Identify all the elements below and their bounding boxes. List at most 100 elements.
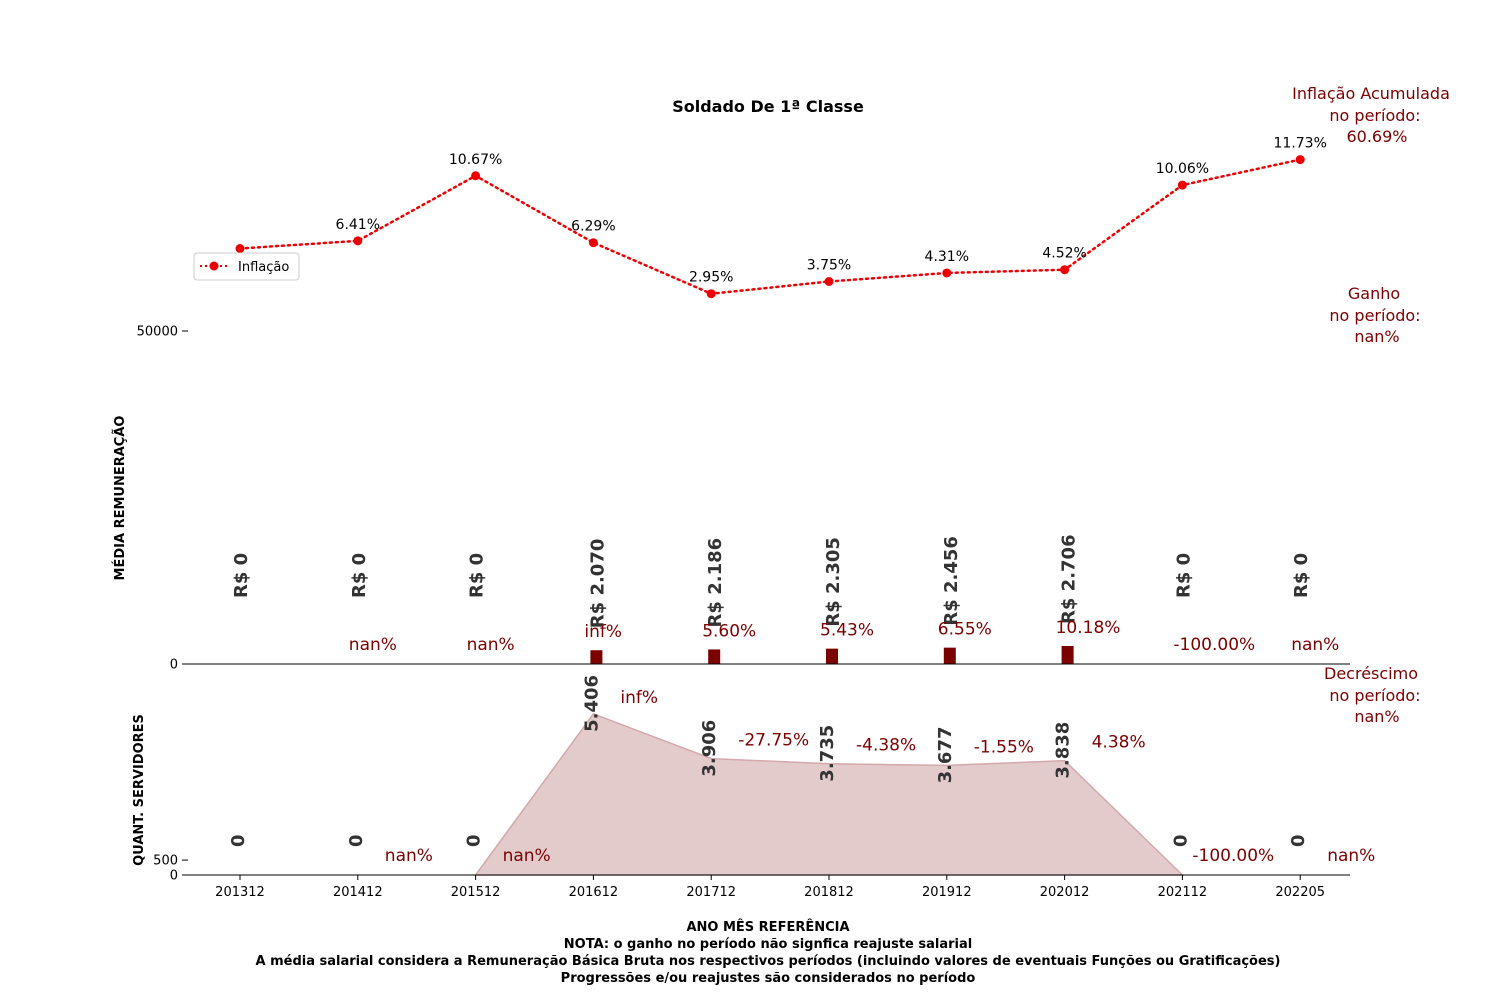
salary-change-label: nan% <box>467 635 515 655</box>
x-tick-label: 201412 <box>333 885 383 900</box>
side-note-decrease-line-3: nan% <box>1354 707 1399 726</box>
staff-value-label: 5.406 <box>581 675 602 732</box>
salary-value-label: R$ 0 <box>1291 553 1312 598</box>
staff-change-label: inf% <box>620 688 658 708</box>
inflation-point <box>353 236 363 246</box>
salary-bar <box>590 650 603 664</box>
inflation-data-label: 4.31% <box>925 249 969 265</box>
x-tick-label: 201612 <box>569 885 619 900</box>
x-tick-label: 201512 <box>451 885 501 900</box>
salary-bar <box>708 649 721 664</box>
staff-change-label: 4.38% <box>1092 733 1146 753</box>
chart-title: Soldado De 1ª Classe <box>672 97 864 116</box>
side-note-inflation: Inflação Acumulada no período: 60.69% <box>1292 84 1450 146</box>
inflation-data-label: 10.67% <box>449 152 502 168</box>
staff-y-axis-label: QUANT. SERVIDORES <box>132 714 147 866</box>
legend-label: Inflação <box>238 260 289 275</box>
inflation-data-label: 10.06% <box>1156 161 1209 177</box>
staff-value-label: 0 <box>228 834 249 847</box>
inflation-point <box>588 238 598 248</box>
staff-y-tick-label: 500 <box>153 854 178 869</box>
salary-change-label: nan% <box>349 635 397 655</box>
staff-value-label: 3.677 <box>935 726 956 783</box>
salary-value-label: R$ 2.456 <box>941 536 962 626</box>
legend-box <box>193 252 300 281</box>
side-note-inflation-line-1: Inflação Acumulada <box>1292 84 1450 103</box>
salary-change-label: 5.43% <box>820 621 874 641</box>
inflation-point <box>824 277 834 286</box>
salary-bar <box>943 647 956 664</box>
x-tick-label: 201912 <box>922 885 972 900</box>
note-line-1: NOTA: o ganho no período não signfica re… <box>564 937 972 952</box>
inflation-point <box>706 289 716 299</box>
staff-value-label: 3.838 <box>1053 722 1074 779</box>
inflation-point <box>942 268 952 278</box>
salary-change-label: 5.60% <box>702 621 756 641</box>
salary-bar <box>1061 645 1074 664</box>
salary-value-label: R$ 2.070 <box>587 539 608 629</box>
side-note-inflation-line-2: no período: <box>1329 106 1420 125</box>
salary-change-label: nan% <box>1291 635 1339 655</box>
salary-y-tick-label: 0 <box>170 658 178 673</box>
staff-value-label: 0 <box>1288 834 1309 847</box>
salary-value-label: R$ 0 <box>349 553 370 598</box>
inflation-point <box>1060 265 1070 275</box>
x-axis-ticks: 201312 201412 201512 201612 201712 201812 2019… <box>215 875 1325 900</box>
side-note-gain-line-3: nan% <box>1354 327 1399 346</box>
salary-panel: 0 50000 R$ 0 R$ 0 R$ 0 R$ 2.070 R$ 2.186 R$ 2.3… <box>137 325 1340 673</box>
salary-change-label: 6.55% <box>938 620 992 640</box>
side-note-decrease-line-2: no período: <box>1329 686 1420 705</box>
salary-value-label: R$ 0 <box>231 553 252 598</box>
inflation-line <box>238 158 1302 296</box>
staff-change-label: -27.75% <box>738 731 809 751</box>
staff-value-label: 3.735 <box>817 725 838 782</box>
salary-value-label: R$ 2.305 <box>823 537 844 627</box>
staff-value-label: 3.906 <box>699 720 720 777</box>
note-line-3: Progressões e/ou reajustes são considera… <box>561 971 976 986</box>
salary-bar <box>826 648 838 664</box>
inflation-point <box>1177 180 1187 190</box>
inflation-data-label: 11.73% <box>1274 136 1327 152</box>
x-axis-label: ANO MÊS REFERÊNCIA <box>686 919 849 935</box>
side-note-decrease: Decréscimo no período: nan% <box>1324 664 1421 726</box>
x-tick-label: 201312 <box>215 885 265 900</box>
salary-value-label: R$ 0 <box>1173 553 1194 598</box>
staff-value-label: 0 <box>464 834 485 847</box>
x-tick-label: 202012 <box>1040 885 1090 900</box>
staff-value-label: 0 <box>346 834 367 847</box>
staff-change-label: -1.55% <box>974 737 1034 757</box>
inflation-data-label: 3.75% <box>807 258 851 274</box>
side-note-decrease-line-1: Decréscimo <box>1324 664 1418 683</box>
x-tick-label: 202112 <box>1158 885 1208 900</box>
salary-value-label: R$ 0 <box>467 553 488 598</box>
side-note-gain-line-2: no período: <box>1329 306 1420 325</box>
salary-y-axis-label: MÉDIA REMUNERAÇÃO <box>112 416 128 581</box>
salary-y-tick-label: 50000 <box>137 325 178 340</box>
salary-value-label: R$ 2.706 <box>1059 534 1080 624</box>
inflation-point <box>471 171 481 181</box>
staff-change-label: -100.00% <box>1192 846 1274 866</box>
salary-value-label: R$ 2.186 <box>705 538 726 628</box>
staff-change-label: nan% <box>385 846 433 866</box>
note-line-2: A média salarial considera a Remuneração… <box>256 954 1281 969</box>
staff-area <box>474 712 1185 876</box>
salary-change-label: 10.18% <box>1056 618 1121 638</box>
inflation-series: 6.41% 10.67% 6.29% 2.95% 3.75% 4.31% 4.52% 10.0… <box>235 136 1327 299</box>
inflation-point <box>1295 155 1305 165</box>
staff-change-label: -4.38% <box>856 736 916 756</box>
inflation-data-label: 4.52% <box>1042 246 1086 262</box>
inflation-data-label: 6.41% <box>336 217 380 233</box>
salary-change-label: inf% <box>584 622 622 642</box>
staff-value-label: 0 <box>1170 834 1191 847</box>
staff-change-label: nan% <box>1327 846 1375 866</box>
legend-marker <box>209 261 219 271</box>
inflation-data-label: 2.95% <box>689 270 733 286</box>
inflation-point <box>235 243 245 253</box>
staff-change-label: nan% <box>503 846 551 866</box>
x-tick-label: 201712 <box>686 885 736 900</box>
side-note-gain-line-1: Ganho <box>1348 284 1400 303</box>
side-note-gain: Ganho no período: nan% <box>1329 284 1420 346</box>
staff-y-tick-label: 0 <box>170 869 178 884</box>
